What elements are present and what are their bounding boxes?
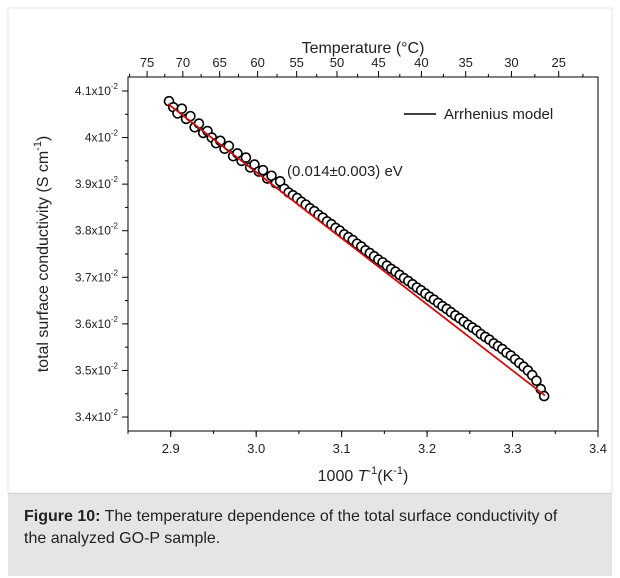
- data-point: [531, 375, 542, 386]
- plot-area: [163, 95, 550, 402]
- top-tick-label: 35: [458, 55, 472, 70]
- legend: Arrhenius model: [404, 106, 553, 123]
- x-tick-label: 3.4: [589, 441, 607, 456]
- top-tick-label: 45: [371, 55, 385, 70]
- activation-energy-annotation: (0.014±0.003) eV: [287, 163, 403, 180]
- x-tick-label: 3.2: [418, 441, 436, 456]
- data-point: [176, 103, 188, 114]
- legend-label: Arrhenius model: [444, 106, 553, 123]
- top-tick-label: 40: [414, 55, 428, 70]
- top-tick-label: 50: [330, 55, 344, 70]
- top-tick-label: 55: [289, 55, 303, 70]
- top-tick-label: 25: [551, 55, 565, 70]
- x-tick-label: 2.9: [162, 441, 180, 456]
- y-axis-label: total surface conductivity (S cm-1): [32, 136, 52, 373]
- x-tick-label: 3.0: [247, 441, 265, 456]
- top-tick-label: 60: [250, 55, 264, 70]
- x-tick-label: 3.3: [504, 441, 522, 456]
- caption-label: Figure 10:: [24, 508, 101, 525]
- top-tick-label: 65: [212, 55, 226, 70]
- top-tick-label: 70: [176, 55, 190, 70]
- y-tick-label: 3.6x10-2: [75, 315, 119, 331]
- y-tick-label: 3.5x10-2: [75, 361, 119, 377]
- data-point: [257, 164, 269, 176]
- x-axis-label: 1000 T-1(K-1): [318, 465, 409, 485]
- y-tick-label: 3.7x10-2: [75, 268, 119, 284]
- y-tick-label: 3.9x10-2: [75, 175, 119, 191]
- top-tick-label: 75: [140, 55, 154, 70]
- data-point: [240, 152, 252, 163]
- caption-text: Figure 10: The temperature dependence of…: [24, 506, 584, 550]
- top-tick-label: 30: [504, 55, 518, 70]
- y-tick-label: 3.8x10-2: [75, 222, 119, 238]
- figure-caption: Figure 10: The temperature dependence of…: [8, 493, 612, 576]
- y-tick-label: 4.1x10-2: [75, 82, 119, 98]
- arrhenius-fit-line: [167, 103, 546, 397]
- top-axis-label: Temperature (°C): [302, 40, 425, 57]
- axes: 2.9 3.0 3.1 3.2 3.3 3.4 3.4x10-2 3.5x10-2 3.6x10…: [75, 55, 607, 456]
- caption-body: The temperature dependence of the total …: [24, 508, 558, 547]
- x-tick-label: 3.1: [333, 441, 351, 456]
- y-tick-label: 3.4x10-2: [75, 408, 119, 424]
- y-tick-label: 4x10-2: [85, 129, 119, 145]
